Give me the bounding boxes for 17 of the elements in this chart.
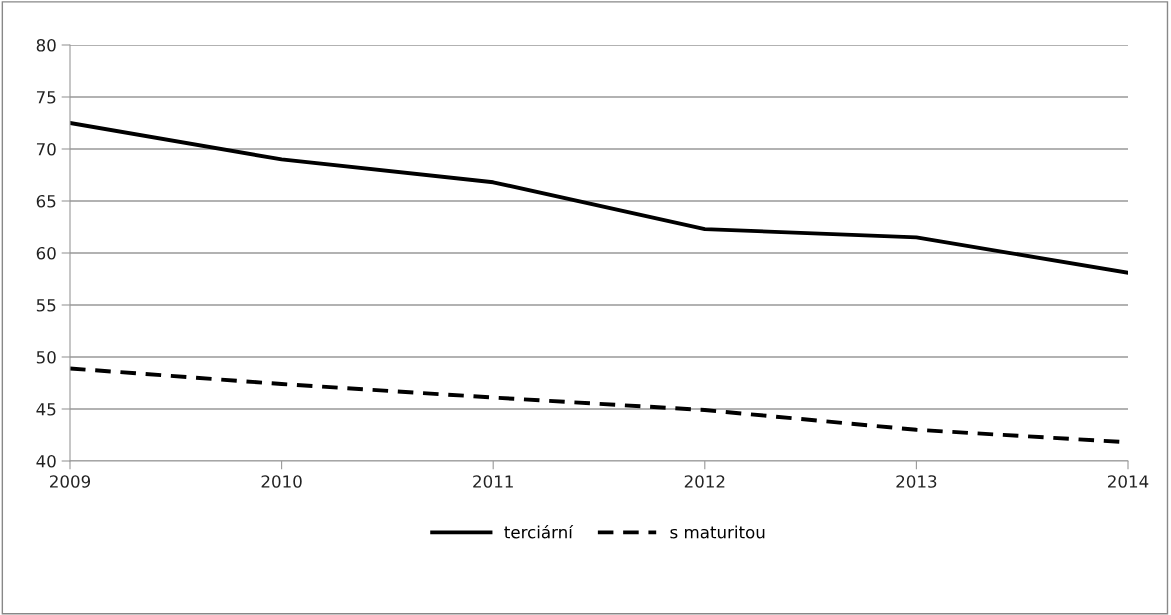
x-tick-label: 2012 bbox=[684, 475, 725, 488]
legend-label: terciární bbox=[504, 524, 574, 539]
y-tick-label: 75 bbox=[36, 91, 56, 104]
y-tick-label: 60 bbox=[36, 246, 56, 260]
x-tick-label: 2010 bbox=[261, 475, 302, 488]
y-tick-label: 80 bbox=[36, 38, 56, 52]
y-tick-label: 40 bbox=[36, 454, 56, 468]
y-tick-label: 50 bbox=[36, 350, 56, 364]
x-tick-label: 2011 bbox=[473, 475, 513, 488]
y-tick-label: 45 bbox=[36, 403, 56, 416]
x-tick-label: 2014 bbox=[1108, 475, 1149, 488]
legend-label: s maturitou bbox=[670, 525, 765, 539]
x-tick-label: 2013 bbox=[896, 475, 937, 488]
x-tick-label: 2009 bbox=[50, 475, 91, 488]
y-tick-label: 65 bbox=[36, 194, 56, 208]
y-tick-label: 70 bbox=[36, 142, 56, 156]
y-tick-label: 55 bbox=[36, 299, 56, 312]
